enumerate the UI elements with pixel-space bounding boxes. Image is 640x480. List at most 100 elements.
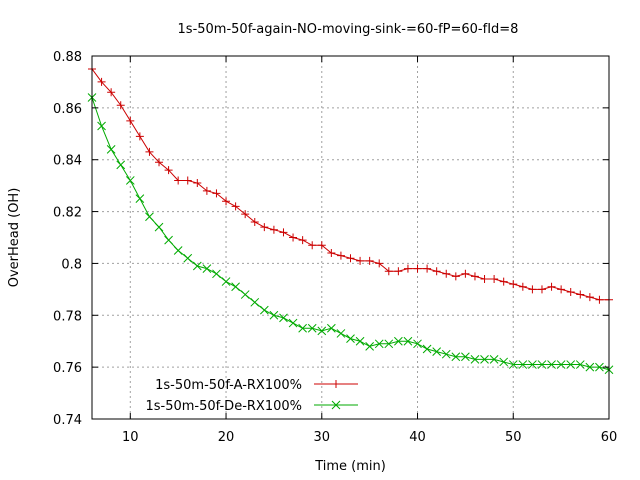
data-point — [125, 176, 135, 185]
data-point — [298, 323, 307, 333]
legend-label-1: 1s-50m-50f-A-RX100% — [155, 378, 302, 393]
data-point — [317, 241, 326, 250]
data-point — [566, 287, 575, 296]
data-point — [365, 256, 374, 265]
data-point — [499, 357, 509, 367]
data-point — [155, 158, 164, 167]
data-point — [508, 360, 518, 369]
data-point — [356, 256, 365, 265]
x-tick-label: 20 — [218, 430, 235, 445]
data-point — [557, 285, 566, 294]
data-point — [432, 347, 442, 356]
data-point — [595, 295, 604, 304]
data-point — [585, 293, 594, 302]
data-point — [259, 305, 269, 315]
y-tick-label: 0.86 — [53, 102, 82, 117]
data-point — [490, 274, 499, 283]
data-point — [250, 297, 260, 307]
x-tick-label: 30 — [314, 430, 331, 445]
data-point — [480, 355, 489, 364]
y-tick-label: 0.76 — [53, 361, 82, 376]
data-point — [499, 277, 508, 286]
data-point — [346, 254, 355, 263]
data-point — [231, 282, 240, 292]
data-point — [231, 202, 240, 211]
data-point — [183, 253, 193, 263]
data-point — [528, 360, 537, 369]
data-point — [174, 176, 183, 185]
data-point — [279, 313, 288, 323]
data-point — [164, 166, 173, 175]
data-point — [537, 360, 547, 369]
data-point — [422, 344, 432, 354]
data-point — [183, 176, 192, 185]
data-point — [442, 269, 451, 278]
data-point — [317, 326, 327, 336]
data-point — [394, 267, 403, 276]
x-tick-label: 60 — [601, 430, 618, 445]
legend-label-2: 1s-50m-50f-De-RX100% — [145, 399, 302, 414]
data-point — [154, 222, 164, 232]
data-point — [145, 147, 154, 156]
data-point — [441, 349, 451, 359]
data-point — [269, 310, 279, 320]
data-point — [97, 77, 106, 86]
data-point — [547, 360, 556, 369]
data-point — [107, 88, 116, 97]
data-point — [509, 280, 518, 289]
data-point — [394, 336, 403, 346]
series-2 — [87, 93, 614, 375]
data-point — [346, 334, 355, 343]
data-point — [289, 233, 298, 242]
data-point — [307, 323, 317, 333]
data-point — [193, 179, 202, 188]
data-point — [470, 355, 480, 364]
data-point — [413, 264, 422, 273]
data-point — [298, 236, 307, 245]
data-point — [528, 285, 537, 294]
data-point — [384, 267, 393, 276]
data-point — [355, 336, 365, 346]
data-point — [451, 272, 460, 281]
data-point — [384, 339, 394, 349]
y-tick-label: 0.8 — [61, 257, 82, 272]
data-point — [423, 264, 432, 273]
y-tick-label: 0.74 — [53, 413, 82, 428]
data-point — [547, 282, 556, 291]
data-point — [126, 116, 135, 125]
ticks: 10 20 30 40 50 60 0.74 0.76 0.78 0.8 0.82 0.84 0.86 0… — [53, 50, 617, 445]
x-tick-label: 10 — [122, 430, 139, 445]
data-point — [489, 355, 499, 364]
data-point — [576, 290, 585, 299]
data-point — [556, 360, 566, 369]
data-point — [518, 282, 527, 291]
data-point — [451, 352, 461, 362]
data-point — [145, 212, 154, 222]
data-point — [241, 210, 250, 219]
y-tick-label: 0.84 — [53, 154, 82, 169]
data-point — [222, 197, 231, 206]
data-point — [221, 277, 231, 286]
data-point — [480, 274, 489, 283]
data-point — [470, 272, 479, 281]
data-point — [260, 223, 269, 232]
data-point — [336, 329, 346, 338]
data-point — [537, 285, 546, 294]
data-point — [595, 362, 604, 372]
data-point — [288, 318, 298, 328]
data-point — [116, 160, 126, 170]
data-point — [374, 339, 384, 349]
data-point — [461, 269, 470, 278]
data-point — [164, 235, 173, 245]
legend-marker-1 — [332, 380, 340, 388]
chart-title: 1s-50m-50f-again-NO-moving-sink-=60-fP=6… — [178, 22, 519, 37]
data-point — [403, 336, 413, 346]
data-point — [375, 259, 384, 268]
data-point — [240, 290, 250, 299]
y-tick-label: 0.82 — [53, 206, 82, 221]
plot-frame — [91, 55, 610, 420]
data-point — [413, 339, 422, 349]
data-point — [173, 246, 183, 255]
